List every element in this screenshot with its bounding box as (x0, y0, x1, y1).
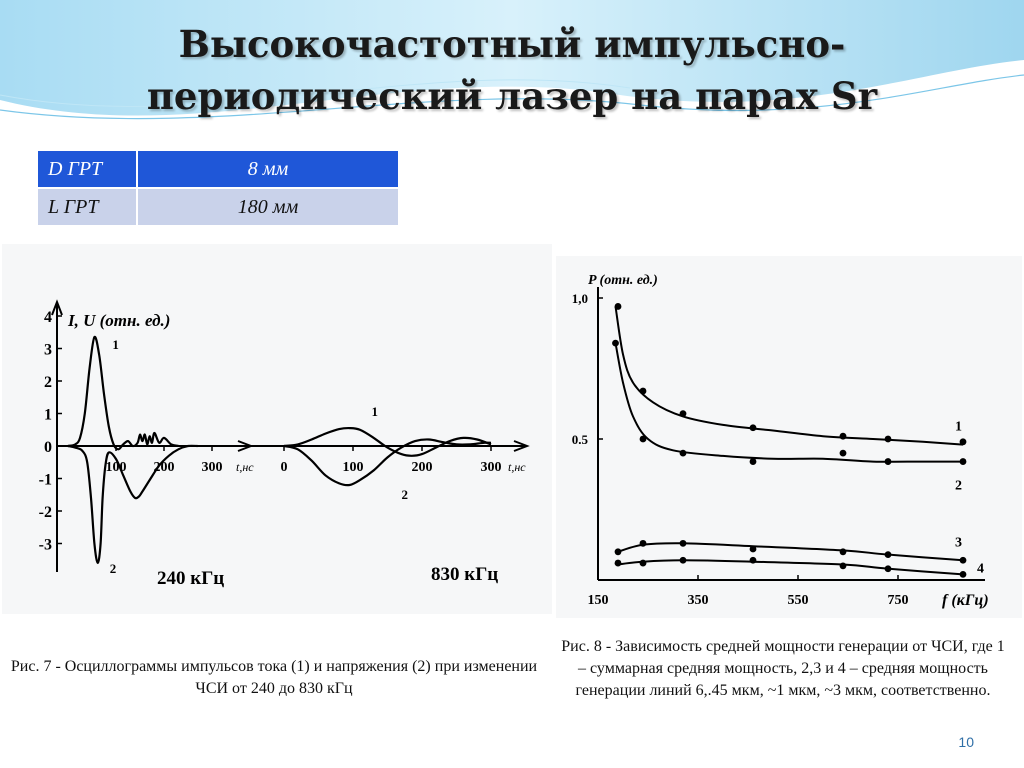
figure7-panel (2, 244, 552, 614)
params-table: D ГРТ 8 мм L ГРТ 180 мм (36, 149, 400, 227)
param-label: L ГРТ (36, 187, 138, 227)
table-row: L ГРТ 180 мм (36, 187, 400, 227)
slide-title-line1: Высокочастотный импульсно- (178, 22, 846, 66)
slide-title-line2: периодический лазер на парах Sr (146, 74, 878, 118)
table-row: D ГРТ 8 мм (36, 149, 400, 189)
param-value: 8 мм (136, 149, 400, 189)
param-value: 180 мм (136, 187, 400, 227)
page-number: 10 (958, 734, 974, 750)
param-label: D ГРТ (36, 149, 138, 189)
figure7-caption: Рис. 7 - Осциллограммы импульсов тока (1… (10, 658, 538, 697)
figure8-caption: Рис. 8 - Зависимость средней мощности ге… (561, 638, 1005, 699)
slide-title: Высокочастотный импульсно- периодический… (0, 18, 1024, 122)
background-wave (0, 0, 1024, 140)
figure8-panel (556, 256, 1022, 618)
